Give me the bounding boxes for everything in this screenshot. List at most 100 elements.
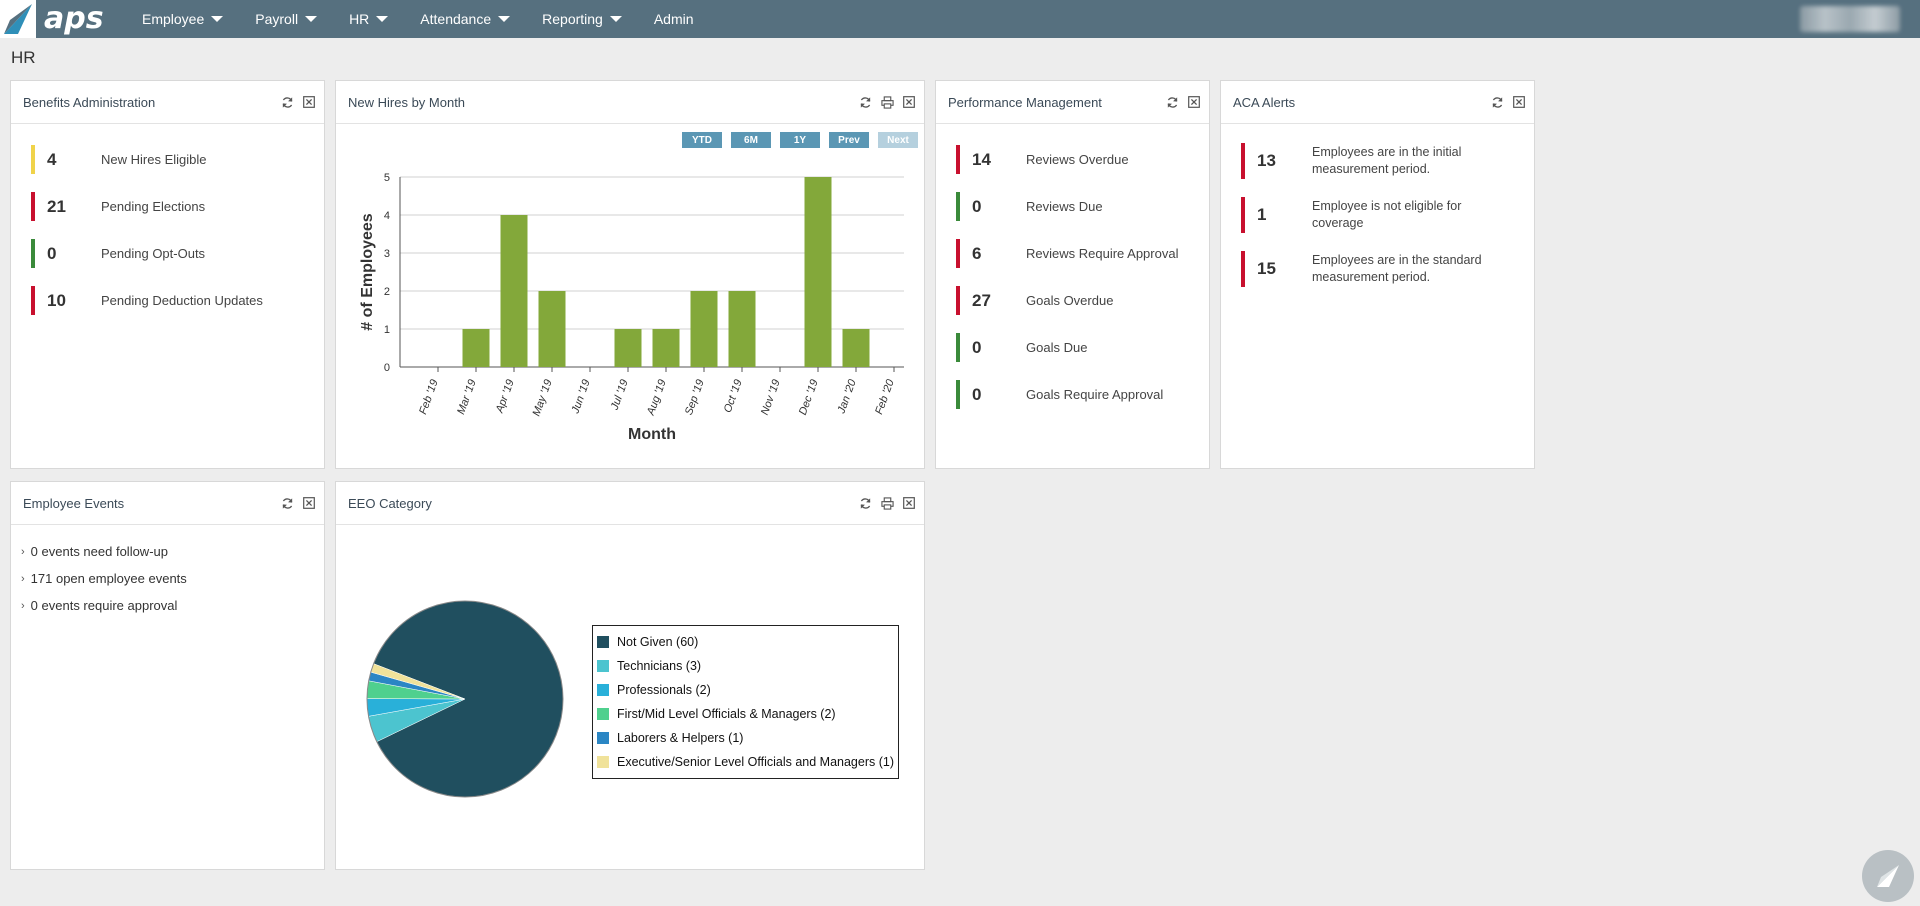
x-axis-label: Month — [628, 426, 676, 443]
range-button-1y[interactable]: 1Y — [780, 132, 820, 148]
stat-item: 4 New Hires Eligible — [31, 145, 206, 174]
bar[interactable] — [652, 329, 680, 367]
chevron-down-icon — [498, 16, 511, 22]
panel-tools — [280, 95, 316, 109]
bar[interactable] — [462, 329, 490, 367]
range-button-prev[interactable]: Prev — [829, 132, 869, 148]
legend-item[interactable]: Executive/Senior Level Officials and Man… — [597, 750, 894, 774]
launcher-mark-icon — [1877, 865, 1899, 887]
bar[interactable] — [538, 291, 566, 367]
page-title: HR — [11, 48, 36, 67]
range-button-6m[interactable]: 6M — [731, 132, 771, 148]
status-indicator — [1241, 143, 1245, 179]
chevron-right-icon: › — [21, 545, 25, 558]
refresh-icon[interactable] — [280, 95, 294, 109]
x-tick-label: Aug '19 — [645, 378, 669, 418]
alert-label[interactable]: Employees are in the initial measurement… — [1312, 145, 1462, 176]
close-icon[interactable] — [302, 95, 316, 109]
stat-item: 27 Goals Overdue — [956, 286, 1113, 315]
range-button-next: Next — [878, 132, 918, 148]
legend-item[interactable]: Not Given (60) — [597, 630, 894, 654]
refresh-icon[interactable] — [1165, 95, 1179, 109]
nav-item-label: Payroll — [255, 11, 299, 27]
stat-label[interactable]: Reviews Due — [1026, 199, 1103, 214]
nav-item-hr[interactable]: HR — [333, 0, 404, 38]
chevron-right-icon: › — [21, 572, 25, 585]
legend-item[interactable]: First/Mid Level Officials & Managers (2) — [597, 702, 894, 726]
nav-item-admin[interactable]: Admin — [638, 0, 710, 38]
event-item[interactable]: › 171 open employee events — [21, 571, 187, 586]
bar[interactable] — [804, 177, 832, 367]
stat-count: 6 — [972, 243, 982, 263]
refresh-icon[interactable] — [858, 95, 872, 109]
panel-title: Employee Events — [23, 495, 125, 511]
close-icon[interactable] — [902, 95, 916, 109]
legend-label: Technicians (3) — [617, 659, 702, 673]
bar[interactable] — [690, 291, 718, 367]
x-tick-label: Mar '19 — [455, 378, 479, 416]
stat-label[interactable]: Reviews Require Approval — [1026, 246, 1179, 261]
stat-label[interactable]: Goals Require Approval — [1026, 387, 1164, 402]
stat-label[interactable]: New Hires Eligible — [101, 152, 207, 167]
refresh-icon[interactable] — [280, 496, 294, 510]
legend-item[interactable]: Technicians (3) — [597, 654, 894, 678]
help-launcher-icon[interactable] — [1862, 850, 1914, 902]
logo-text: aps — [44, 1, 104, 36]
panel-tools — [1165, 95, 1201, 109]
status-indicator — [31, 239, 35, 268]
stat-count: 0 — [972, 196, 982, 216]
print-icon[interactable] — [880, 496, 894, 510]
nav-item-attendance[interactable]: Attendance — [404, 0, 526, 38]
print-icon[interactable] — [880, 95, 894, 109]
nav-item-employee[interactable]: Employee — [126, 0, 239, 38]
aca-alerts-panel: ACA Alerts 13 Employees are in the initia… — [1220, 80, 1535, 469]
panel-header: New Hires by Month — [336, 81, 924, 124]
alert-label[interactable]: Employee is not eligible for coverage — [1312, 199, 1462, 230]
eeo-pie-chart — [366, 600, 564, 798]
x-tick-label: Jun '19 — [569, 378, 593, 416]
close-icon[interactable] — [1512, 95, 1526, 109]
nav-item-reporting[interactable]: Reporting — [526, 0, 638, 38]
eeo-category-panel: EEO Category Not Given (60) Technicians (… — [335, 481, 925, 870]
legend-item[interactable]: Laborers & Helpers (1) — [597, 726, 894, 750]
user-menu[interactable] — [1800, 6, 1900, 32]
stat-item: 0 Goals Require Approval — [956, 380, 1163, 409]
stat-label[interactable]: Goals Overdue — [1026, 293, 1114, 308]
bar[interactable] — [614, 329, 642, 367]
stat-label[interactable]: Goals Due — [1026, 340, 1088, 355]
event-item[interactable]: › 0 events require approval — [21, 598, 177, 613]
stat-label[interactable]: Reviews Overdue — [1026, 152, 1129, 167]
refresh-icon[interactable] — [1490, 95, 1504, 109]
legend-label: First/Mid Level Officials & Managers (2) — [617, 707, 836, 721]
legend-item[interactable]: Professionals (2) — [597, 678, 894, 702]
x-tick-label: May '19 — [530, 378, 554, 418]
bar[interactable] — [842, 329, 870, 367]
new-hires-bar-chart: 0 1 2 3 4 5 Feb '19 Mar '19 Apr '19 May '19 Jun '1… — [359, 172, 904, 443]
stat-label[interactable]: Pending Elections — [101, 199, 206, 214]
legend-swatch — [597, 636, 609, 648]
top-navigation-bar: aps Employee Payroll HR Attendance Reporting… — [0, 0, 1920, 38]
close-icon[interactable] — [902, 496, 916, 510]
x-tick-label: Dec '19 — [797, 378, 821, 417]
event-label: 0 events require approval — [30, 598, 178, 613]
stat-count: 15 — [1257, 259, 1276, 278]
stat-item: 21 Pending Elections — [31, 192, 205, 221]
stat-label[interactable]: Pending Opt-Outs — [101, 246, 206, 261]
close-icon[interactable] — [1187, 95, 1201, 109]
app-logo[interactable]: aps — [0, 0, 104, 38]
y-axis-label: # of Employees — [359, 213, 376, 330]
alert-label[interactable]: Employees are in the standard measuremen… — [1312, 253, 1482, 284]
panel-tools — [1490, 95, 1526, 109]
stat-label[interactable]: Pending Deduction Updates — [101, 293, 263, 308]
event-item[interactable]: › 0 events need follow-up — [21, 544, 168, 559]
refresh-icon[interactable] — [858, 496, 872, 510]
status-indicator — [956, 380, 960, 409]
aca-alert-item: 1 Employee is not eligible for coverage — [1241, 197, 1492, 233]
performance-management-panel: Performance Management 14 Reviews Overdue… — [935, 80, 1210, 469]
bar[interactable] — [728, 291, 756, 367]
nav-item-payroll[interactable]: Payroll — [239, 0, 333, 38]
legend-swatch — [597, 684, 609, 696]
close-icon[interactable] — [302, 496, 316, 510]
bar[interactable] — [500, 215, 528, 367]
range-button-ytd[interactable]: YTD — [682, 132, 722, 148]
